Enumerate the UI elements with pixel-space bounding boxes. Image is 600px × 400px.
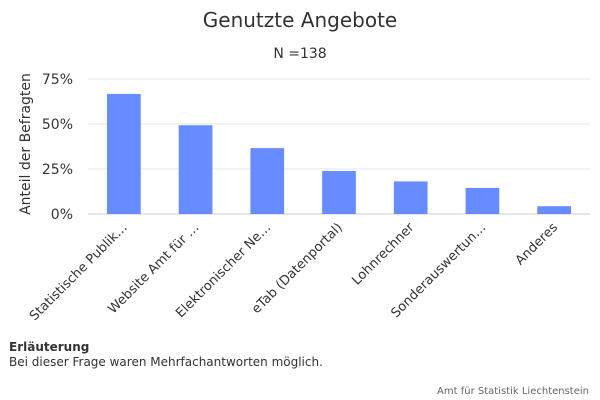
chart-subtitle: N =138 — [273, 46, 326, 62]
bar[interactable] — [107, 93, 141, 214]
bar[interactable] — [322, 170, 356, 214]
bar[interactable] — [250, 148, 285, 214]
note-text: Bei dieser Frage waren Mehrfachantworten… — [9, 355, 323, 369]
y-tick-label: 75% — [42, 72, 73, 88]
bar[interactable] — [537, 206, 571, 214]
y-axis-title: Anteil der Befragten — [18, 73, 34, 215]
credits[interactable]: Amt für Statistik Liechtenstein — [437, 386, 589, 397]
y-tick-label: 0% — [51, 207, 73, 223]
y-tick-label: 50% — [42, 117, 73, 133]
y-tick-label: 25% — [42, 162, 73, 178]
bars — [107, 93, 571, 214]
note-title: Erläuterung — [9, 340, 90, 354]
y-axis-ticks: 0% 25% 50% 75% — [42, 72, 73, 223]
bar[interactable] — [393, 181, 428, 214]
x-axis-ticks: Statistische Publik…Website Amt für …Ele… — [27, 220, 561, 324]
chart-title: Genutzte Angebote — [203, 8, 397, 32]
x-tick-label: Anderes — [513, 220, 561, 268]
bar[interactable] — [178, 125, 213, 214]
bar[interactable] — [465, 187, 500, 214]
x-tick-label: Lohnrechner — [349, 220, 418, 289]
